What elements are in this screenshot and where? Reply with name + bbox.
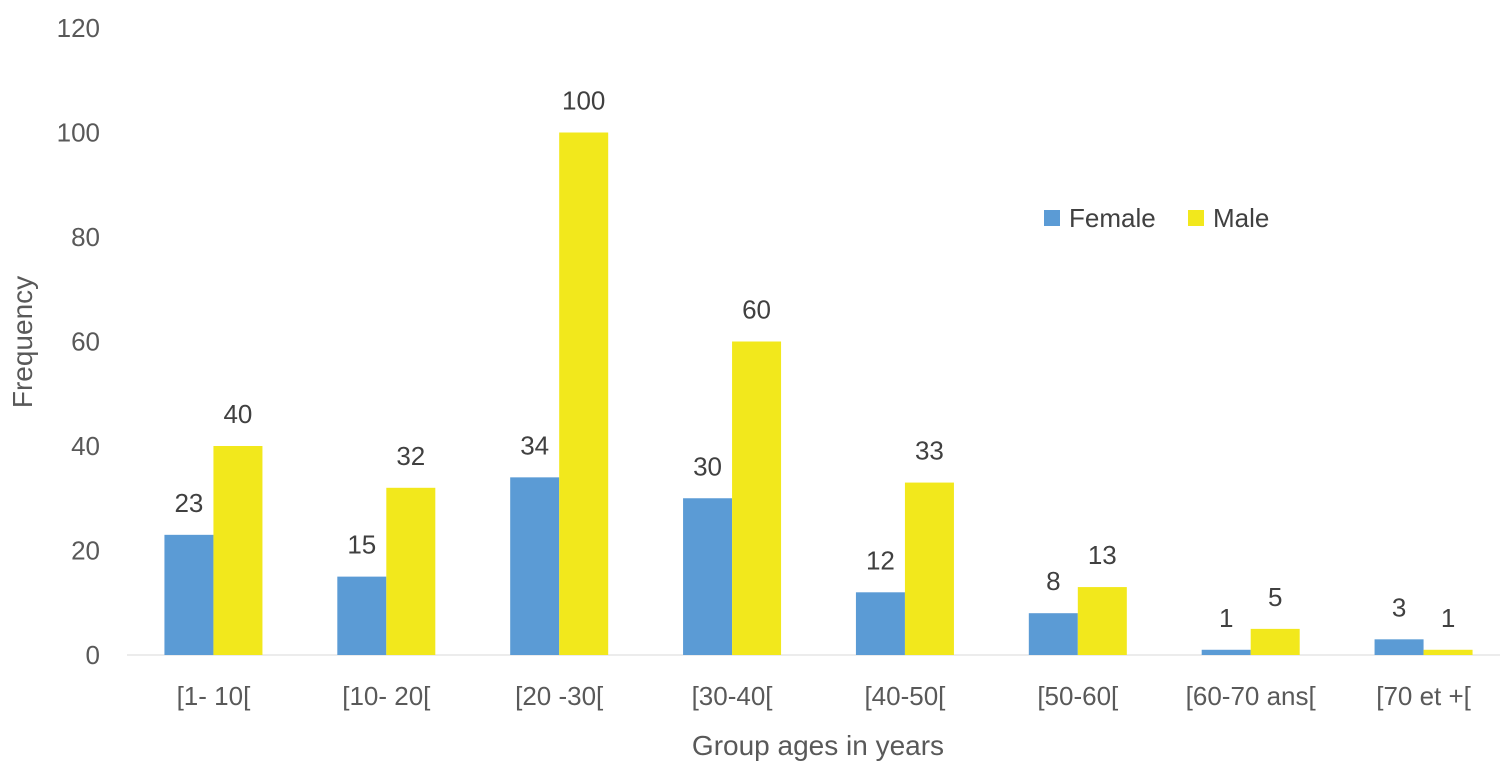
data-label-male: 40 xyxy=(223,399,252,429)
data-label-male: 1 xyxy=(1441,603,1455,633)
y-axis: 0 20 40 60 80 100 120 xyxy=(57,13,100,670)
data-label-female: 15 xyxy=(347,530,376,560)
y-tick-label: 100 xyxy=(57,118,100,148)
bar-female xyxy=(164,534,214,655)
bar-male xyxy=(1077,587,1127,655)
x-axis: [1- 10[ [10- 20[ [20 -30[ [30-40[ [40-50[ [50… xyxy=(127,654,1500,711)
data-label-male: 5 xyxy=(1268,582,1282,612)
data-label-male: 60 xyxy=(742,295,771,325)
bar-female xyxy=(1201,649,1251,655)
data-label-male: 32 xyxy=(396,441,425,471)
bar-female xyxy=(683,498,733,655)
x-tick-label: [20 -30[ xyxy=(515,681,604,711)
bar-female xyxy=(1374,639,1424,655)
legend-swatch-female xyxy=(1044,210,1060,226)
bar-male xyxy=(213,446,263,655)
x-tick-label: [60-70 ans[ xyxy=(1186,681,1317,711)
bar-male xyxy=(1250,628,1300,655)
bar-male xyxy=(386,487,436,655)
bar-male xyxy=(732,341,782,655)
x-tick-label: [50-60[ xyxy=(1037,681,1119,711)
data-label-male: 100 xyxy=(562,86,605,116)
legend: Female Male xyxy=(1044,203,1269,233)
bar-female xyxy=(855,592,905,655)
y-tick-label: 60 xyxy=(71,327,100,357)
data-label-male: 13 xyxy=(1088,540,1117,570)
bar-male xyxy=(1423,649,1473,655)
data-label-female: 30 xyxy=(693,451,722,481)
data-label-female: 34 xyxy=(520,430,549,460)
x-axis-title: Group ages in years xyxy=(692,730,944,761)
x-tick-label: [30-40[ xyxy=(692,681,774,711)
data-label-female: 23 xyxy=(174,488,203,518)
data-label-female: 12 xyxy=(866,545,895,575)
y-tick-label: 80 xyxy=(71,222,100,252)
data-label-male: 33 xyxy=(915,436,944,466)
data-label-female: 8 xyxy=(1046,566,1060,596)
bars xyxy=(164,132,1473,655)
legend-label-female: Female xyxy=(1069,203,1156,233)
x-tick-label: [40-50[ xyxy=(864,681,946,711)
x-tick-label: [70 et +[ xyxy=(1376,681,1471,711)
data-label-female: 1 xyxy=(1219,603,1233,633)
bar-female xyxy=(510,477,560,655)
y-tick-label: 0 xyxy=(86,640,100,670)
y-tick-label: 20 xyxy=(71,536,100,566)
y-axis-title: Frequency xyxy=(7,276,38,408)
legend-label-male: Male xyxy=(1213,203,1269,233)
legend-swatch-male xyxy=(1188,210,1204,226)
bar-male xyxy=(904,482,954,655)
x-tick-label: [1- 10[ xyxy=(177,681,251,711)
data-label-female: 3 xyxy=(1392,592,1406,622)
bar-female xyxy=(337,576,387,655)
y-tick-label: 40 xyxy=(71,431,100,461)
x-tick-label: [10- 20[ xyxy=(342,681,431,711)
bar-female xyxy=(1028,613,1078,655)
bar-male xyxy=(559,132,609,655)
y-tick-label: 120 xyxy=(57,13,100,43)
